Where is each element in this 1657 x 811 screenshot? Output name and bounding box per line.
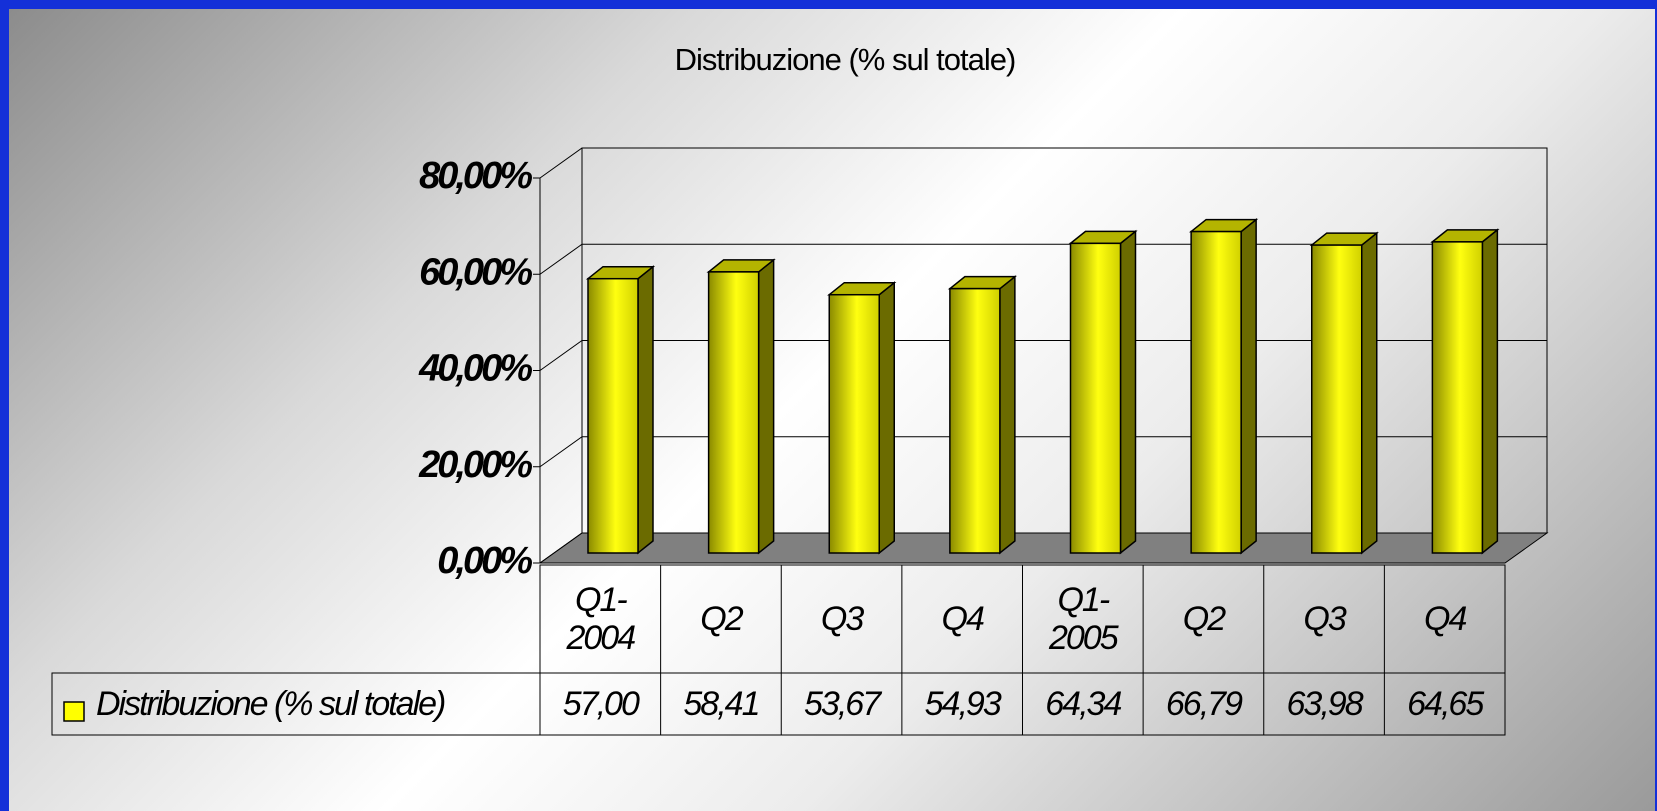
bar-side	[757, 258, 775, 555]
value-label: 57,00	[562, 685, 640, 723]
bar-side	[1481, 228, 1499, 555]
y-tick-label: 60,00%	[419, 251, 532, 293]
category-label: Q3	[1303, 600, 1346, 638]
category-label: Q1-2005	[1048, 581, 1119, 657]
category-label: Q3	[820, 600, 864, 638]
legend-label: Distribuzione (% sul totale)	[96, 685, 446, 723]
category-label: Q1-2004	[566, 581, 636, 657]
chart-title: Distribuzione (% sul totale)	[675, 42, 1016, 77]
legend-cell-border	[51, 672, 541, 736]
bar	[1069, 242, 1122, 554]
value-label: 54,93	[924, 685, 1002, 723]
grid-line	[539, 340, 1547, 371]
category-label: Q2	[1182, 600, 1226, 638]
bar	[1431, 241, 1484, 554]
bar-side	[1361, 231, 1378, 555]
floor	[538, 532, 1549, 564]
bar	[707, 271, 760, 554]
category-label: Q2	[700, 600, 743, 638]
value-label: 53,67	[804, 685, 881, 723]
bar	[587, 277, 639, 554]
bar-side	[637, 265, 654, 555]
y-tick-label: 20,00%	[418, 444, 532, 486]
y-tick-label: 80,00%	[419, 155, 532, 197]
grid-line	[539, 436, 1547, 468]
value-label: 58,41	[683, 685, 760, 723]
value-label: 63,98	[1286, 685, 1364, 723]
legend-swatch	[63, 701, 85, 722]
value-label: 64,34	[1045, 685, 1122, 723]
bar	[1311, 244, 1363, 554]
value-label: 66,79	[1165, 685, 1243, 723]
grid-line	[539, 147, 1547, 179]
category-label: Q4	[1424, 600, 1467, 638]
bar-side	[1119, 229, 1137, 555]
bar-side	[1240, 218, 1257, 555]
bar	[1190, 230, 1242, 554]
category-label: Q4	[941, 600, 985, 638]
value-label: 64,65	[1407, 685, 1484, 723]
y-tick-label: 40,00%	[418, 348, 532, 390]
y-tick-label: 0,00%	[437, 540, 532, 582]
bar	[949, 287, 1001, 554]
bar-side	[999, 275, 1016, 555]
grid-line	[539, 243, 1547, 275]
bar	[828, 293, 880, 554]
bar-side	[878, 281, 895, 555]
